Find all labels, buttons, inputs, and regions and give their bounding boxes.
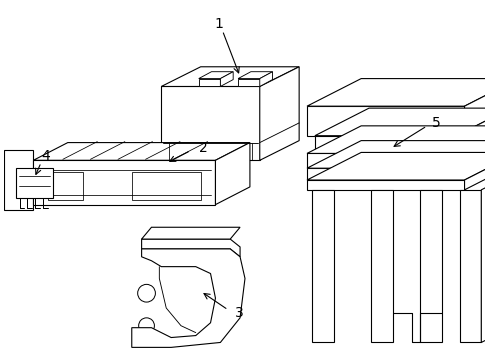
Polygon shape bbox=[464, 152, 488, 190]
Text: 5: 5 bbox=[431, 116, 440, 130]
Polygon shape bbox=[370, 190, 392, 342]
Circle shape bbox=[139, 318, 154, 334]
Polygon shape bbox=[306, 78, 488, 106]
Polygon shape bbox=[142, 239, 240, 257]
Polygon shape bbox=[131, 172, 200, 200]
Polygon shape bbox=[259, 72, 272, 86]
Polygon shape bbox=[464, 141, 488, 180]
Polygon shape bbox=[161, 67, 299, 86]
Polygon shape bbox=[220, 72, 233, 86]
Polygon shape bbox=[33, 160, 215, 204]
Polygon shape bbox=[456, 108, 488, 153]
Polygon shape bbox=[161, 86, 259, 160]
Circle shape bbox=[138, 284, 155, 302]
Text: 3: 3 bbox=[235, 306, 244, 320]
Polygon shape bbox=[198, 72, 233, 78]
Polygon shape bbox=[306, 141, 488, 168]
Polygon shape bbox=[306, 153, 464, 168]
Text: 2: 2 bbox=[198, 140, 207, 154]
Polygon shape bbox=[464, 126, 488, 168]
Polygon shape bbox=[311, 190, 333, 342]
Polygon shape bbox=[16, 168, 53, 198]
Polygon shape bbox=[314, 136, 456, 153]
Circle shape bbox=[12, 190, 25, 204]
Polygon shape bbox=[480, 162, 488, 342]
Polygon shape bbox=[306, 152, 488, 180]
Polygon shape bbox=[259, 67, 299, 160]
Polygon shape bbox=[142, 227, 240, 239]
Polygon shape bbox=[314, 108, 488, 136]
Polygon shape bbox=[419, 190, 441, 342]
Polygon shape bbox=[238, 78, 259, 86]
Text: 1: 1 bbox=[214, 17, 223, 31]
Polygon shape bbox=[48, 172, 82, 200]
Polygon shape bbox=[306, 106, 464, 136]
Polygon shape bbox=[238, 72, 272, 78]
Circle shape bbox=[94, 177, 110, 193]
Polygon shape bbox=[459, 190, 480, 342]
Polygon shape bbox=[4, 150, 33, 210]
Polygon shape bbox=[198, 78, 220, 86]
Polygon shape bbox=[215, 143, 249, 204]
Polygon shape bbox=[33, 143, 249, 160]
Polygon shape bbox=[306, 126, 488, 153]
Circle shape bbox=[12, 161, 25, 175]
Polygon shape bbox=[306, 168, 464, 180]
Polygon shape bbox=[306, 180, 464, 190]
Polygon shape bbox=[464, 78, 488, 136]
Text: 4: 4 bbox=[41, 149, 50, 163]
Polygon shape bbox=[131, 249, 244, 347]
